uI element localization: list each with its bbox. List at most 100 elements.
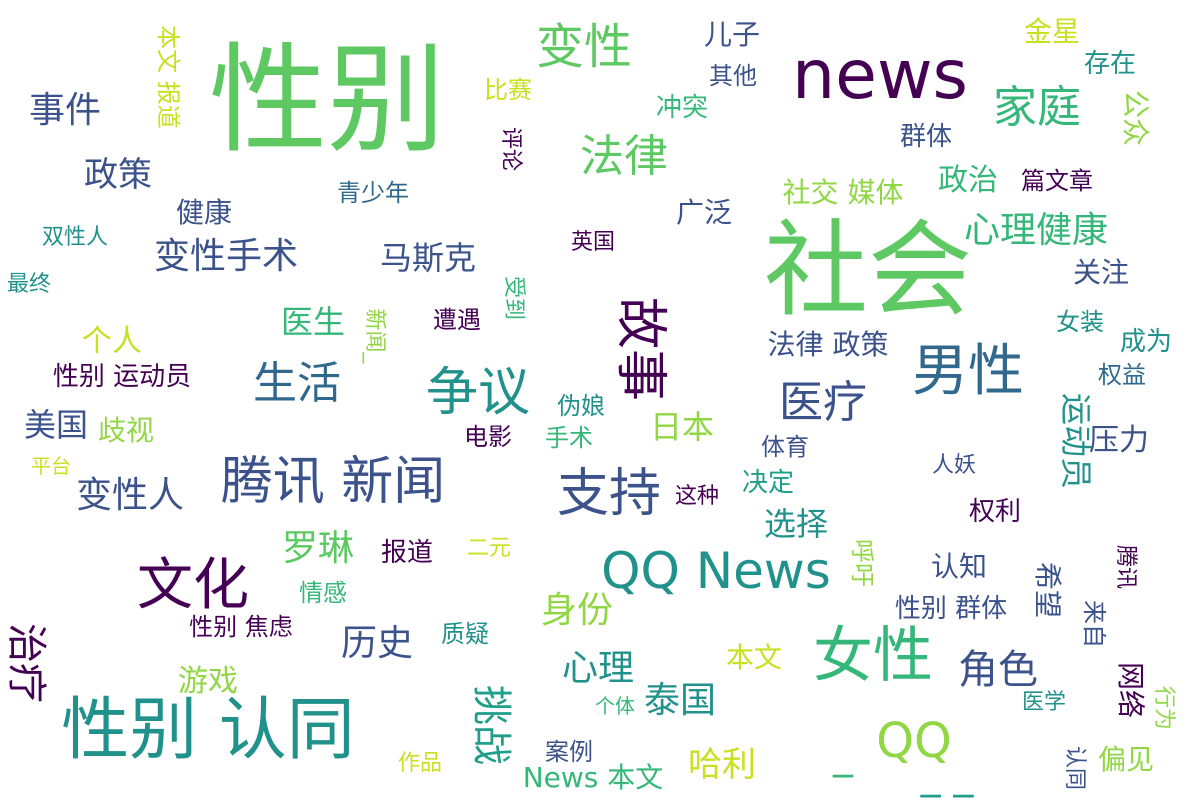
word-underscore: _ — [833, 732, 853, 778]
word-juese: 角色 — [958, 647, 1038, 693]
word-youxi: 游戏 — [178, 664, 238, 699]
word-yisheng: 医生 — [280, 303, 346, 341]
word-pinglun: 评论 — [498, 126, 523, 172]
word-meiguo: 美国 — [23, 406, 89, 444]
word-xingbie: 性别 — [208, 31, 446, 169]
word-lishi: 历史 — [340, 623, 414, 664]
word-qinggan: 情感 — [299, 579, 347, 607]
word-bianxingren: 变性人 — [75, 475, 185, 516]
word-zhiliao: 治疗 — [3, 623, 49, 703]
word-nvxing: 女性 — [813, 621, 933, 691]
word-qishi: 歧视 — [97, 414, 155, 447]
word-zuopin: 作品 — [397, 751, 443, 776]
word-shoudao: 受到 — [501, 275, 526, 321]
word-zuizhong: 最终 — [6, 272, 52, 297]
word-underscore-double: _ _ — [920, 752, 974, 798]
word-falv-zhengce: 法律 政策 — [767, 328, 889, 361]
word-chongtu: 冲突 — [655, 93, 709, 123]
word-gushi: 故事 — [610, 296, 670, 402]
word-shijian: 事件 — [28, 90, 102, 131]
word-pianjian: 偏见 — [1097, 743, 1155, 776]
word-xingwei: 行为 — [1151, 685, 1176, 731]
word-bisai: 比赛 — [484, 76, 532, 104]
word-benwen: 本文 — [725, 641, 783, 674]
word-xuanze: 选择 — [763, 505, 829, 543]
word-shoushu: 手术 — [545, 424, 593, 452]
word-zhiyi: 质疑 — [441, 620, 489, 648]
word-quanyi: 权益 — [1098, 361, 1146, 389]
word-wenhua: 文化 — [137, 553, 249, 618]
word-xingbie-qunti: 性别 群体 — [894, 594, 1008, 624]
word-jinxing: 金星 — [1023, 15, 1081, 48]
word-zaoyu: 遭遇 — [433, 306, 481, 334]
word-huyu: 呼吁 — [848, 539, 876, 587]
word-cunzai: 存在 — [1083, 49, 1137, 79]
word-jiankang: 健康 — [175, 196, 233, 229]
word-nanxing: 男性 — [912, 339, 1024, 404]
word-renyao: 人妖 — [931, 453, 977, 478]
word-wangluo: 网络 — [1114, 661, 1147, 719]
word-news: news — [792, 36, 968, 115]
word-tiyu: 体育 — [761, 433, 809, 461]
word-pingtai: 平台 — [31, 454, 71, 478]
word-eryuan: 二元 — [466, 536, 512, 561]
word-shehui: 社会 — [763, 209, 973, 331]
word-yiliao: 医疗 — [779, 377, 867, 428]
word-xinwen-underscore: 新闻_ — [362, 308, 387, 364]
word-baodao: 报道 — [380, 538, 434, 568]
word-shejiao-meiti: 社交 媒体 — [782, 176, 904, 209]
word-benwen-baodao: 本文 报道 — [154, 25, 182, 129]
word-rentong: 认同 — [1062, 745, 1087, 791]
word-xingbie-jiaolv: 性别 焦虑 — [189, 613, 293, 641]
word-guangfan: 广泛 — [675, 196, 733, 229]
word-yixue: 医学 — [1021, 690, 1067, 715]
word-yali: 压力 — [1089, 423, 1149, 458]
word-xinli-jiankang: 心理健康 — [963, 210, 1109, 251]
word-xingbie-rentong: 性别 认同 — [61, 691, 355, 770]
word-yundongyuan: 运动员 — [1057, 392, 1095, 490]
word-xingbie-yundongyuan: 性别 运动员 — [52, 362, 192, 392]
word-bianxing-shoushu: 变性手术 — [153, 236, 299, 277]
word-qq: QQ — [876, 713, 952, 769]
word-renzhi: 认知 — [930, 550, 988, 583]
word-shenghuo: 生活 — [253, 358, 341, 409]
word-falv: 法律 — [580, 131, 668, 182]
word-erzi: 儿子 — [703, 18, 761, 51]
word-quanli: 权利 — [968, 497, 1022, 527]
word-shuangxingren: 双性人 — [41, 225, 109, 250]
word-hali: 哈利 — [688, 745, 756, 785]
word-laizi: 来自 — [1080, 600, 1108, 648]
word-tengxun: 腾讯 — [1113, 544, 1138, 590]
word-qita: 其他 — [709, 62, 757, 90]
word-pianwenzhang: 篇文章 — [1021, 167, 1093, 195]
word-zhezhong: 这种 — [674, 484, 720, 509]
word-bianxing: 变性 — [535, 19, 633, 75]
word-luolin: 罗琳 — [281, 528, 355, 569]
word-jiating: 家庭 — [993, 82, 1081, 133]
word-masike: 马斯克 — [379, 239, 477, 277]
word-zhichi: 支持 — [556, 464, 662, 524]
word-zhengzhi: 政治 — [938, 163, 998, 198]
word-geren: 个人 — [82, 324, 142, 359]
word-dianying: 电影 — [464, 423, 512, 451]
word-qingshaonian: 青少年 — [337, 179, 409, 207]
word-tiaozhan: 挑战 — [468, 685, 514, 765]
word-news-benwen: News 本文 — [522, 761, 664, 794]
word-tengxun-xinwen: 腾讯 新闻 — [220, 452, 446, 512]
word-anli: 案例 — [545, 738, 593, 766]
word-zhengce: 政策 — [84, 155, 152, 195]
word-yingguo: 英国 — [570, 230, 616, 255]
word-gongzhong: 公众 — [1119, 89, 1152, 147]
word-nvzhuang: 女装 — [1056, 308, 1104, 336]
word-guanzhu: 关注 — [1072, 256, 1130, 289]
word-shenfen: 身份 — [540, 590, 614, 631]
word-riben: 日本 — [649, 408, 715, 446]
word-chengwei: 成为 — [1119, 327, 1173, 357]
word-weiniang: 伪娘 — [557, 392, 605, 420]
word-xinli: 心理 — [561, 648, 635, 689]
word-qq-news: QQ News — [601, 542, 831, 600]
word-jueding: 决定 — [741, 468, 795, 498]
word-xiwang: 希望 — [1031, 561, 1064, 619]
word-geti: 个体 — [595, 694, 635, 718]
